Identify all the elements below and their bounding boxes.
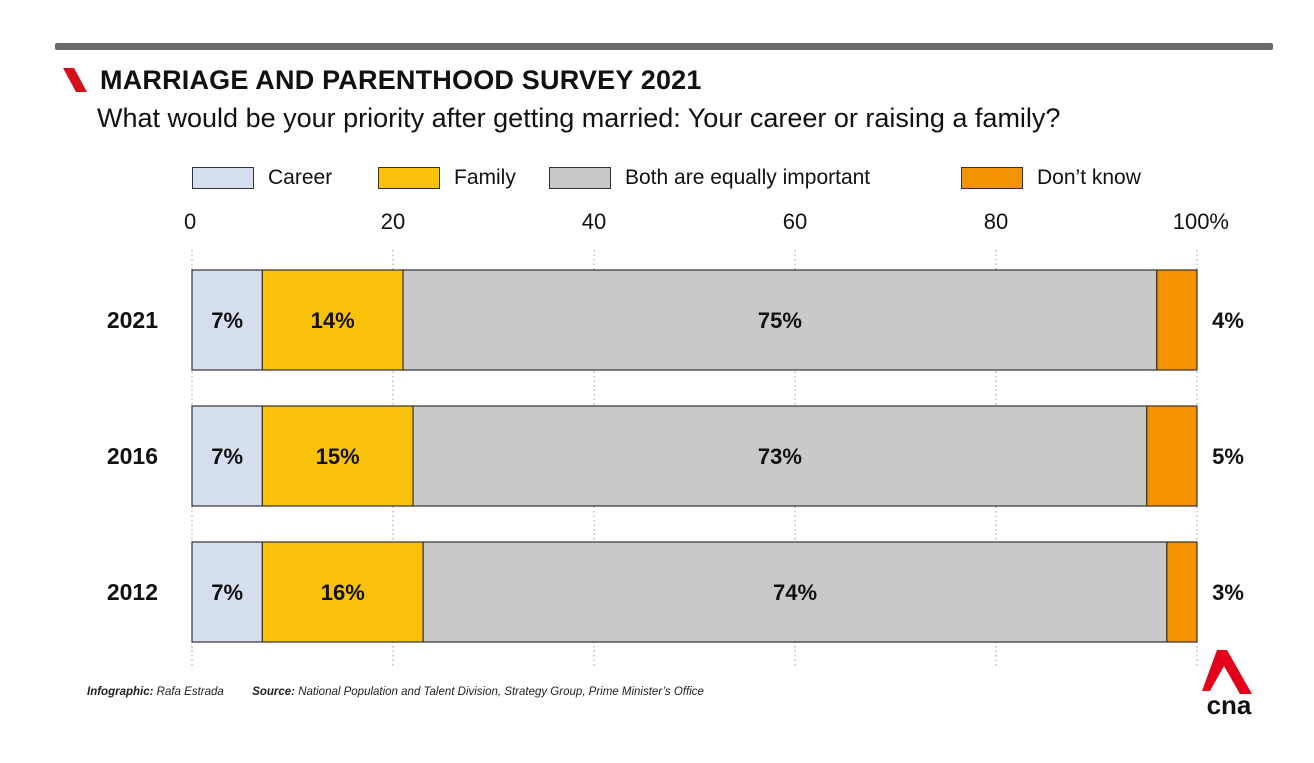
legend-item-both: Both are equally important <box>549 160 870 196</box>
chart-title: MARRIAGE AND PARENTHOOD SURVEY 2021 <box>100 64 702 95</box>
data-label: 4% <box>1212 308 1244 333</box>
category-label: 2012 <box>107 579 158 605</box>
x-tick-label: 40 <box>582 209 606 234</box>
bar-segment <box>402 269 1158 371</box>
bar-segment <box>1156 269 1198 371</box>
data-label: 15% <box>316 444 360 469</box>
bar-segment <box>261 405 414 507</box>
stacked-bar-chart: 0 20 40 60 80 100% 2021 7% 14% 75% 4% 2016 7% 15% 73% 5… <box>107 209 1244 668</box>
data-label: 73% <box>758 444 802 469</box>
data-label: 74% <box>773 580 817 605</box>
legend-swatch-both <box>549 167 611 189</box>
legend-item-career: Career <box>192 160 332 196</box>
cna-logo-icon: cna <box>1202 650 1252 716</box>
legend-item-family: Family <box>378 160 516 196</box>
category-label: 2016 <box>107 443 158 469</box>
category-label: 2021 <box>107 307 158 333</box>
bar-segment <box>1146 405 1198 507</box>
legend-swatch-dont-know <box>961 167 1023 189</box>
data-label: 7% <box>211 580 243 605</box>
top-rule <box>55 43 1273 50</box>
source-label: Source: <box>252 686 296 698</box>
bar-segment <box>191 405 263 507</box>
data-label: 7% <box>211 444 243 469</box>
source-text: National Population and Talent Division,… <box>298 686 704 698</box>
data-label: 16% <box>321 580 365 605</box>
bar-segment <box>422 541 1168 643</box>
legend: Career Family Both are equally important… <box>0 160 1314 196</box>
data-label: 5% <box>1212 444 1244 469</box>
legend-label-family: Family <box>454 166 516 189</box>
title-row: MARRIAGE AND PARENTHOOD SURVEY 2021 <box>60 60 702 100</box>
legend-label-career: Career <box>268 166 333 189</box>
x-tick-label: 100% <box>1173 209 1229 234</box>
title-slash-icon <box>63 68 87 92</box>
data-label: 75% <box>758 308 802 333</box>
legend-label-both: Both are equally important <box>625 166 871 189</box>
x-tick-label: 60 <box>783 209 807 234</box>
logo-text: cna <box>1207 690 1252 716</box>
bar-segment <box>191 269 263 371</box>
x-tick-label: 80 <box>984 209 1008 234</box>
data-label: 7% <box>211 308 243 333</box>
x-tick-label: 0 <box>184 209 196 234</box>
legend-swatch-family <box>378 167 440 189</box>
data-label: 14% <box>311 308 355 333</box>
footer: Infographic: Rafa Estrada Source: Nation… <box>87 686 704 698</box>
infographic-label: Infographic: <box>87 686 154 698</box>
chart-subtitle: What would be your priority after gettin… <box>97 103 1061 133</box>
bar-segment <box>191 541 263 643</box>
x-tick-label: 20 <box>381 209 405 234</box>
bar-segment <box>261 269 404 371</box>
bar-segment <box>261 541 424 643</box>
legend-swatch-career <box>192 167 254 189</box>
legend-item-dont-know: Don’t know <box>961 160 1141 196</box>
bar-segment <box>1166 541 1198 643</box>
infographic-credit: Rafa Estrada <box>156 686 224 698</box>
data-label: 3% <box>1212 580 1244 605</box>
bar-segment <box>412 405 1148 507</box>
legend-label-dont-know: Don’t know <box>1037 166 1141 189</box>
